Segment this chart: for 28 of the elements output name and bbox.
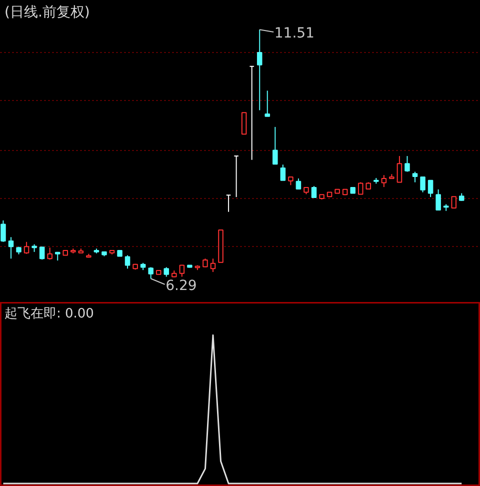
candlestick: [451, 196, 456, 209]
candlestick: [148, 266, 154, 280]
annotation: 6.29: [166, 278, 197, 294]
candlestick: [280, 164, 286, 181]
candlestick: [210, 258, 216, 272]
candlestick: [396, 156, 402, 183]
candlestick: [381, 174, 387, 188]
candlestick: [420, 176, 426, 193]
candlestick: [428, 180, 434, 198]
chart-title: 起飞在即: 0.00: [4, 306, 94, 322]
annotation: 11.51: [274, 25, 314, 42]
candlestick: [241, 112, 247, 135]
candlestick: [256, 29, 262, 111]
candlestick: [47, 247, 52, 260]
candlestick: [404, 156, 410, 172]
candlestick: [296, 178, 302, 190]
candlestick: [412, 171, 418, 183]
candlestick: [24, 241, 30, 254]
candlestick: [0, 220, 6, 242]
candlestick: [39, 246, 45, 260]
chart-title: (日线.前复权): [4, 4, 90, 20]
candlestick: [272, 126, 278, 165]
candlestick: [436, 188, 441, 211]
candlestick: [124, 254, 130, 270]
candlestick: [311, 186, 317, 198]
candlestick: [8, 236, 14, 260]
candlestick: [264, 90, 270, 117]
candlestick: [164, 266, 170, 278]
